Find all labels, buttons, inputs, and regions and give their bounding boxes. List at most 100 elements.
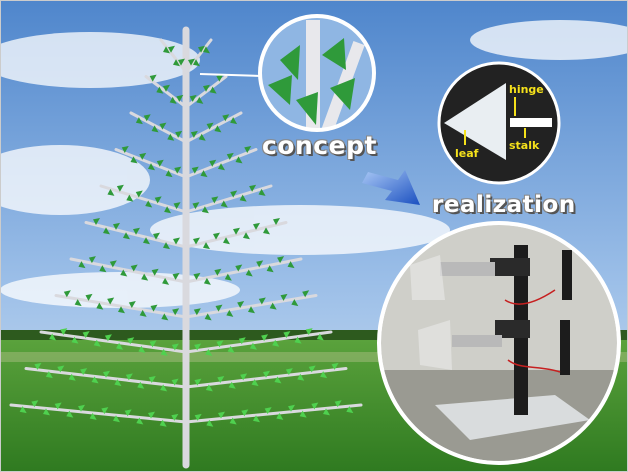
leaf — [128, 301, 136, 309]
leaf — [291, 299, 299, 307]
leaf — [203, 242, 210, 250]
leaf — [331, 362, 339, 370]
leaf — [228, 381, 236, 389]
leaf-label: leaf — [455, 147, 479, 160]
leaf — [346, 406, 354, 414]
leaf — [160, 348, 168, 356]
clouds — [0, 20, 628, 308]
leaf — [235, 264, 243, 272]
realization-label: realization — [432, 192, 576, 218]
leaf — [148, 411, 155, 419]
leaf — [230, 117, 238, 125]
leaf — [227, 345, 235, 353]
leaf — [191, 166, 199, 174]
leaf — [54, 402, 62, 410]
branch — [9, 403, 188, 424]
leaf — [143, 237, 150, 245]
leaf — [19, 406, 27, 414]
leaf — [143, 114, 151, 122]
leaf — [63, 290, 71, 298]
leaf — [189, 94, 197, 102]
leaf — [107, 297, 115, 305]
leaf — [103, 370, 110, 378]
leaf — [149, 74, 157, 82]
leaf — [133, 227, 140, 235]
leaf — [89, 412, 97, 420]
leaf — [256, 260, 264, 268]
hinge-label: hinge — [509, 83, 544, 96]
leaf — [141, 273, 149, 281]
leaf — [311, 402, 319, 410]
leaf — [323, 408, 330, 416]
leaf — [203, 46, 210, 54]
leaf — [93, 217, 100, 225]
stalk-label: stalk — [509, 139, 540, 152]
leaf — [99, 265, 107, 273]
leaf — [80, 368, 88, 376]
leaf — [85, 293, 93, 301]
leaf — [276, 412, 284, 420]
leaf — [161, 313, 169, 321]
leaf — [273, 217, 280, 225]
leaf — [288, 404, 295, 412]
leaf — [120, 269, 128, 277]
leaf — [178, 58, 185, 66]
leaf — [121, 145, 129, 153]
tree — [9, 26, 363, 469]
leaf — [167, 133, 175, 141]
leaf — [109, 260, 117, 268]
leaf — [193, 272, 201, 280]
leaf — [139, 309, 147, 317]
leaf — [43, 408, 50, 416]
leaf — [280, 293, 288, 301]
leaf — [125, 373, 133, 381]
leaf — [253, 222, 260, 230]
leaf — [238, 337, 246, 345]
leaf — [173, 237, 180, 245]
leaf — [171, 378, 179, 386]
leaf — [66, 410, 74, 418]
leaf — [163, 46, 170, 54]
leaf — [266, 265, 274, 273]
leaf — [148, 376, 156, 384]
leaf — [173, 59, 180, 67]
leaf — [213, 232, 220, 240]
leaf — [149, 340, 157, 348]
arrow-icon — [362, 170, 420, 205]
leaf — [113, 415, 120, 423]
leaf — [302, 290, 310, 298]
branch — [129, 111, 188, 144]
leaf — [233, 227, 240, 235]
leaf — [194, 343, 202, 351]
leaf — [316, 333, 324, 341]
leaf — [192, 202, 200, 210]
leaf — [88, 256, 96, 264]
leaf — [198, 133, 206, 141]
leaf — [235, 156, 243, 164]
leaf — [163, 84, 170, 92]
branch — [184, 403, 363, 424]
leaf — [148, 163, 155, 171]
leaf — [194, 378, 202, 386]
leaf — [200, 170, 208, 178]
component-inset — [437, 61, 561, 185]
leaf — [127, 337, 135, 345]
leaf — [206, 122, 214, 130]
leaf — [216, 74, 224, 82]
leaf — [220, 200, 228, 208]
leaf — [283, 331, 291, 339]
leaf — [91, 376, 99, 384]
leaf — [274, 376, 282, 384]
leaf — [218, 163, 225, 171]
branch — [99, 184, 188, 214]
concept-label: concept — [262, 131, 377, 160]
leaf — [216, 340, 224, 348]
branch — [184, 111, 243, 144]
leaf — [249, 184, 257, 192]
concept-zoom — [199, 14, 376, 132]
leaf — [135, 117, 143, 125]
leaf — [93, 339, 101, 347]
leaf — [198, 45, 205, 53]
leaf — [188, 58, 195, 66]
leaf — [82, 331, 90, 339]
